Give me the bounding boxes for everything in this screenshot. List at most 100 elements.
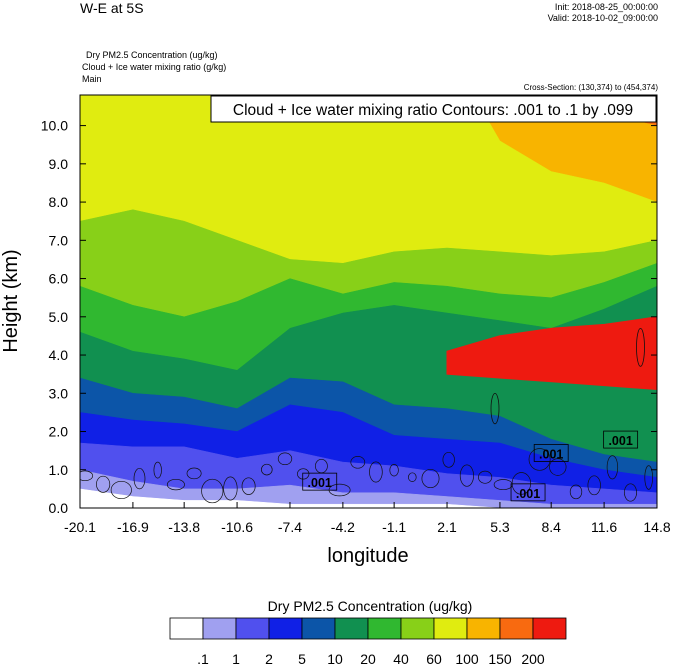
cloud-contour [369,461,383,483]
x-tick-label: 11.6 [591,519,617,535]
y-tick-label: 7.0 [49,232,69,248]
x-tick-label: -1.1 [382,519,406,535]
cloud-contour [389,464,399,477]
colorbar-level-label: 5 [298,651,306,667]
cloud-contour [261,463,273,476]
field-description-pm25: Dry PM2.5 Concentration (ug/kg) [86,50,218,60]
colorbar-swatch [466,617,501,640]
colorbar-level-label: 10 [327,651,343,667]
cloud-contour [636,327,645,367]
x-tick-label: -7.4 [278,519,302,535]
cloud-contour [96,475,111,493]
cloud-contours [80,327,653,504]
valid-time: Valid: 2018-10-02_09:00:00 [547,13,658,23]
cloud-contour [350,456,366,469]
colorbar-title: Dry PM2.5 Concentration (ug/kg) [268,598,473,614]
plot-frame [79,94,658,509]
colorbar-swatch [499,617,534,640]
contour-value-label: .001 [308,476,332,490]
init-time: Init: 2018-08-25_00:00:00 [554,2,658,12]
y-axis: 0.0 1.0 2.0 3.0 4.0 5.0 6.0 7.0 8.0 9.0 10.0 [41,118,657,516]
contour-value-box [302,472,338,491]
cloud-contour [478,470,493,484]
colorbar-level-label: 20 [360,651,376,667]
contour-value-label: .001 [516,487,540,501]
cloud-contour [549,458,567,476]
band-fill-1 [80,469,657,508]
contour-value-box [533,444,569,462]
x-tick-label: -4.2 [331,519,355,535]
contour-value-label: .001 [539,447,563,461]
x-tick-label: 8.4 [541,519,561,535]
colorbar-swatch [334,617,369,640]
field-description-main: Main [82,74,102,84]
cloud-contour [459,464,474,487]
cloud-contour [587,475,601,496]
cloud-contour [569,484,583,500]
y-tick-label: 2.0 [49,424,69,440]
colorbar-swatch [433,617,468,640]
cloud-contour [442,451,455,468]
plot-title: W-E at 5S [80,0,144,16]
y-tick-label: 8.0 [49,194,69,210]
y-tick-label: 3.0 [49,385,69,401]
contour-value-label: .001 [608,434,632,448]
concentration-fill [80,95,657,508]
colorbar-level-label: 150 [488,651,512,667]
x-tick-label: -20.1 [64,519,96,535]
colorbar-swatch [169,617,204,640]
cloud-contour [133,467,146,490]
colorbar-swatch [202,617,237,640]
colorbar-level-label: 2 [265,651,273,667]
colorbar-level-label: 1 [232,651,240,667]
x-tick-label: -13.8 [168,519,200,535]
x-axis-label: longitude [327,545,408,567]
colorbar-swatch [400,617,435,640]
contour-value-box [603,430,639,449]
cloud-contour [408,472,417,482]
cloud-contour [277,452,293,466]
y-tick-label: 0.0 [49,500,69,516]
cloud-contour [624,483,637,502]
x-axis: -20.1 -16.9 -13.8 -10.6 -7.4 -4.2 -1.1 2.1 5.3 8.… [64,502,671,535]
cloud-contour [421,468,440,489]
colorbar-level-label: 200 [521,651,545,667]
colorbar-swatch [301,617,336,640]
cloud-contour [110,480,132,500]
x-tick-label: -10.6 [221,519,253,535]
cloud-contour [201,478,224,504]
colorbar: .1 1 2 5 10 20 40 60 100 150 200 [169,617,567,667]
colorbar-level-label: 60 [426,651,442,667]
colorbar-swatch [367,617,402,640]
cloud-contour [80,470,94,482]
hot-core-0 [446,316,657,391]
contour-legend-box: Cloud + Ice water mixing ratio Contours:… [210,95,657,123]
y-tick-label: 1.0 [49,462,69,478]
field-description-cloud: Cloud + Ice water mixing ratio (g/kg) [82,62,227,72]
colorbar-swatch [268,617,303,640]
x-tick-label: 2.1 [437,519,457,535]
cloud-contour [186,467,202,480]
y-tick-label: 4.0 [49,347,69,363]
y-tick-label: 5.0 [49,309,69,325]
y-axis-label: Height (km) [0,249,22,352]
cloud-contour [644,465,653,490]
y-tick-label: 10.0 [41,118,68,134]
x-tick-label: 14.8 [643,519,670,535]
y-tick-label: 9.0 [49,156,69,172]
x-tick-label: 5.3 [490,519,510,535]
cloud-contour [241,477,256,495]
cloud-contour [528,448,551,471]
cloud-contour [223,476,238,501]
x-tick-label: -16.9 [117,519,149,535]
contour-legend-text: Cloud + Ice water mixing ratio Contours:… [233,102,633,119]
band-fill-0 [80,488,657,508]
cloud-contour [297,468,310,480]
cloud-contour [606,455,619,480]
colorbar-swatch [532,617,567,640]
colorbar-level-label: 40 [393,651,409,667]
y-tick-label: 6.0 [49,271,69,287]
contour-value-labels: .001 .001 .001 .001 [302,430,639,502]
cloud-contour [166,478,185,491]
